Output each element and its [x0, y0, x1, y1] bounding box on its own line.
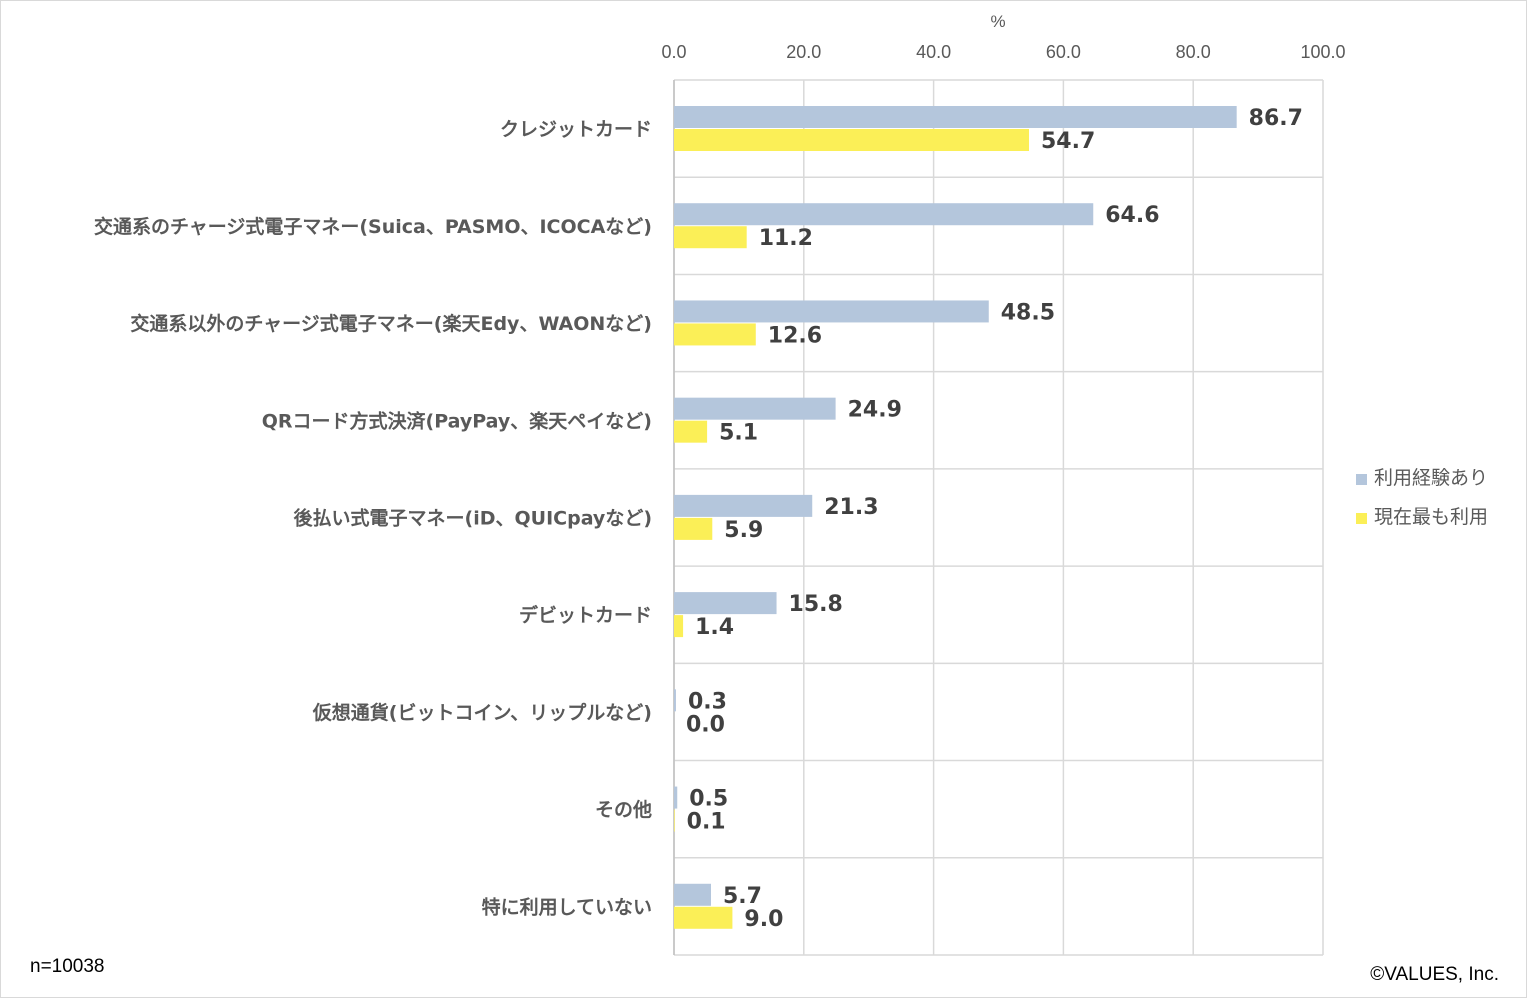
data-label: 9.0: [744, 907, 783, 932]
data-label: 0.3: [688, 689, 727, 714]
category-label: QRコード方式決済(PayPay、楽天ペイなど): [262, 409, 652, 432]
bar-experienced: [674, 300, 989, 323]
x-tick-label: 100.0: [1300, 42, 1345, 62]
legend-label: 現在最も利用: [1374, 506, 1488, 528]
data-label: 5.7: [723, 884, 762, 909]
bar-experienced: [674, 397, 836, 420]
data-label: 64.6: [1105, 203, 1159, 228]
bar-experienced: [674, 106, 1237, 128]
data-label: 11.2: [759, 226, 813, 251]
category-label: 後払い式電子マネー(iD、QUICpayなど): [294, 507, 652, 530]
bar-experienced: [674, 786, 678, 809]
data-label: 0.1: [687, 810, 726, 835]
x-tick-label: 40.0: [916, 42, 951, 62]
category-label: 仮想通貨(ビットコイン、リップルなど): [312, 701, 652, 724]
x-tick-label: 0.0: [661, 42, 686, 62]
data-label: 15.8: [789, 592, 843, 617]
data-label: 24.9: [848, 398, 902, 423]
axis-unit-label: %: [990, 12, 1005, 31]
category-label: その他: [595, 798, 652, 821]
category-label: 特に利用していない: [482, 896, 652, 918]
data-label: 5.9: [724, 518, 763, 543]
bar-experienced: [674, 494, 813, 517]
data-label: 21.3: [824, 495, 878, 520]
x-tick-label: 60.0: [1046, 42, 1081, 62]
category-label: 交通系のチャージ式電子マネー(Suica、PASMO、ICOCAなど): [94, 215, 652, 238]
data-label: 48.5: [1001, 300, 1055, 325]
bar-most-used: [674, 809, 675, 832]
category-label: クレジットカード: [500, 119, 652, 141]
data-label: 1.4: [695, 615, 734, 640]
x-tick-label: 20.0: [786, 42, 821, 62]
bar-most-used: [674, 906, 733, 929]
data-label: 5.1: [719, 421, 758, 446]
bar-most-used: [674, 615, 684, 638]
data-label: 0.0: [686, 712, 725, 737]
bar-most-used: [674, 323, 756, 346]
sample-size: n=10038: [30, 956, 105, 977]
bar-most-used: [674, 420, 708, 443]
legend-swatch: [1356, 474, 1367, 485]
bar-most-used: [674, 129, 1030, 151]
bar-experienced: [674, 689, 676, 712]
legend-swatch: [1356, 513, 1367, 524]
bar-experienced: [674, 203, 1094, 226]
data-label: 0.5: [689, 787, 728, 812]
bar-most-used: [674, 517, 713, 540]
bar-experienced: [674, 592, 777, 615]
category-label: デビットカード: [519, 604, 652, 627]
bar-experienced: [674, 883, 711, 906]
category-label: 交通系以外のチャージ式電子マネー(楽天Edy、WAONなど): [130, 312, 652, 335]
data-label: 54.7: [1041, 129, 1095, 154]
data-label: 12.6: [768, 323, 822, 348]
data-label: 86.7: [1249, 106, 1303, 131]
copyright: ©VALUES, Inc.: [1370, 964, 1499, 985]
legend-label: 利用経験あり: [1374, 467, 1488, 489]
bar-most-used: [674, 226, 747, 249]
x-tick-label: 80.0: [1176, 42, 1211, 62]
